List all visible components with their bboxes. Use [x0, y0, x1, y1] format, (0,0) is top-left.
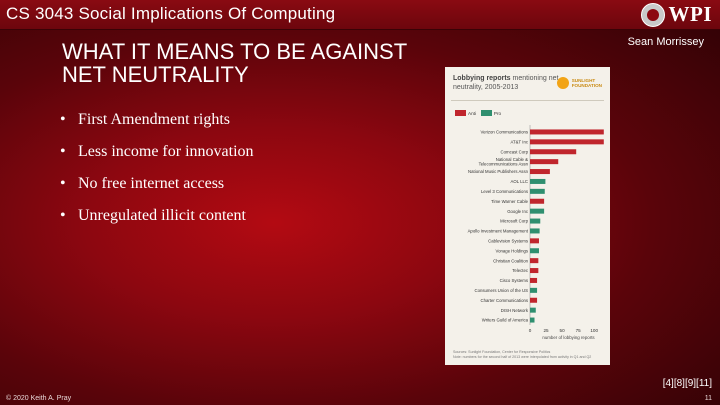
x-axis-label: number of lobbying reports [542, 335, 595, 340]
chart-title-rest: mentioning net neutrality, 2005-2013 [453, 75, 559, 91]
category-label: Consumers Union of the US [475, 288, 529, 293]
category-label: Level 3 Communications [481, 189, 528, 194]
bar-pro [530, 218, 541, 224]
x-tick-label: 75 [576, 328, 582, 333]
bar-anti [530, 198, 545, 204]
bullet-text: No free internet access [78, 175, 225, 192]
category-label: Charter Communications [480, 298, 528, 303]
chart-source: Sources: Sunlight Foundation, Center for… [453, 350, 551, 354]
category-label: Microsoft Corp [500, 219, 529, 224]
bar-pro [530, 208, 545, 214]
category-label: Telectec [512, 268, 529, 273]
chart-title-bold: Lobbying reports [453, 75, 511, 82]
page-number: 11 [704, 395, 712, 402]
chart-note: Note: numbers for the second half of 201… [453, 355, 592, 359]
bar-anti [530, 159, 559, 165]
bar-pro [530, 307, 536, 313]
x-tick-label: 0 [529, 328, 532, 333]
bar-anti [530, 169, 550, 175]
category-label: Writers Guild of America [482, 318, 529, 323]
bullet-list: • First Amendment rights • Less income for… [60, 110, 254, 238]
legend-label-anti: Anti [468, 110, 476, 116]
x-tick-label: 100 [590, 328, 598, 333]
bullet-item: • No free internet access [60, 174, 254, 206]
category-label: AOL LLC [510, 179, 528, 184]
bar-pro [530, 178, 546, 184]
copyright: © 2020 Keith A. Pray [6, 395, 72, 402]
bar-anti [530, 149, 577, 155]
bullet-text: Unregulated illicit content [78, 207, 246, 224]
wpi-seal-icon [640, 2, 665, 27]
sunlight-foundation-logo: SUNLIGHT FOUNDATION [556, 77, 602, 89]
category-label: Apollo Investment Management [468, 229, 529, 234]
brand-line-2: FOUNDATION [571, 83, 602, 88]
category-label: Verizon Communications [480, 130, 528, 135]
chart-legend: Anti Pro [455, 110, 501, 116]
bar-pro [530, 248, 539, 254]
slide-title: WHAT IT MEANS TO BE AGAINST NET NEUTRALI… [62, 39, 407, 87]
brand-line-1: SUNLIGHT [571, 78, 596, 83]
category-label: National Music Publishers Assn [468, 169, 529, 174]
bar-pro [530, 188, 545, 194]
wpi-logo: WPI [640, 2, 713, 27]
bar-pro [530, 228, 540, 234]
chart-title: Lobbying reports mentioning net neutrali… [453, 74, 563, 92]
category-label: DISH Network [501, 308, 529, 313]
bullet-item: • First Amendment rights [60, 110, 254, 142]
legend-label-pro: Pro [493, 110, 502, 116]
author-name: Sean Morrissey [627, 36, 704, 48]
bar-anti [530, 258, 539, 264]
category-label: Cablevision Systems [488, 238, 528, 243]
bar-anti [530, 129, 604, 135]
bar-pro [530, 287, 538, 293]
bar-chart: Verizon Communications AT&T Inc Comcast Co… [468, 125, 604, 340]
legend-swatch-pro [480, 110, 492, 116]
category-label: Vonage Holdings [496, 248, 529, 253]
bar-pro [530, 317, 535, 323]
bar-anti [530, 297, 538, 303]
bar-anti [530, 139, 604, 145]
bullet-icon: • [60, 175, 66, 192]
category-label: Comcast Corp [501, 149, 529, 154]
top-banner: CS 3043 Social Implications Of Computing… [0, 0, 720, 30]
category-label: Google Inc [507, 209, 529, 214]
sun-icon [556, 77, 569, 89]
x-tick-label: 50 [560, 328, 566, 333]
category-label: Cisco Systems [500, 278, 528, 283]
bullet-icon: • [60, 207, 66, 224]
bullet-text: First Amendment rights [78, 111, 230, 128]
category-label: National Cable & [496, 157, 528, 162]
category-label: Telecommunications Assn [479, 161, 529, 166]
bar-anti [530, 277, 538, 283]
references: [4][8][9][11] [662, 378, 712, 389]
bullet-icon: • [60, 143, 66, 160]
category-label: Christian Coalition [493, 258, 528, 263]
category-label: AT&T Inc [510, 139, 528, 144]
category-label: Time Warner Cable [491, 199, 529, 204]
course-title: CS 3043 Social Implications Of Computing [6, 4, 336, 23]
bar-anti [530, 268, 539, 274]
bar-anti [530, 238, 539, 244]
bullet-item: • Less income for innovation [60, 142, 254, 174]
chart-divider [451, 100, 604, 101]
x-tick-label: 25 [543, 328, 549, 333]
bullet-icon: • [60, 111, 66, 128]
bullet-text: Less income for innovation [78, 143, 254, 160]
lobbying-chart-figure: Lobbying reports mentioning net neutrali… [445, 67, 610, 365]
legend-swatch-anti [455, 110, 466, 116]
wpi-logo-text: WPI [668, 2, 712, 26]
chart-footnote: Sources: Sunlight Foundation, Center for… [453, 350, 603, 360]
bullet-item: • Unregulated illicit content [60, 206, 254, 238]
